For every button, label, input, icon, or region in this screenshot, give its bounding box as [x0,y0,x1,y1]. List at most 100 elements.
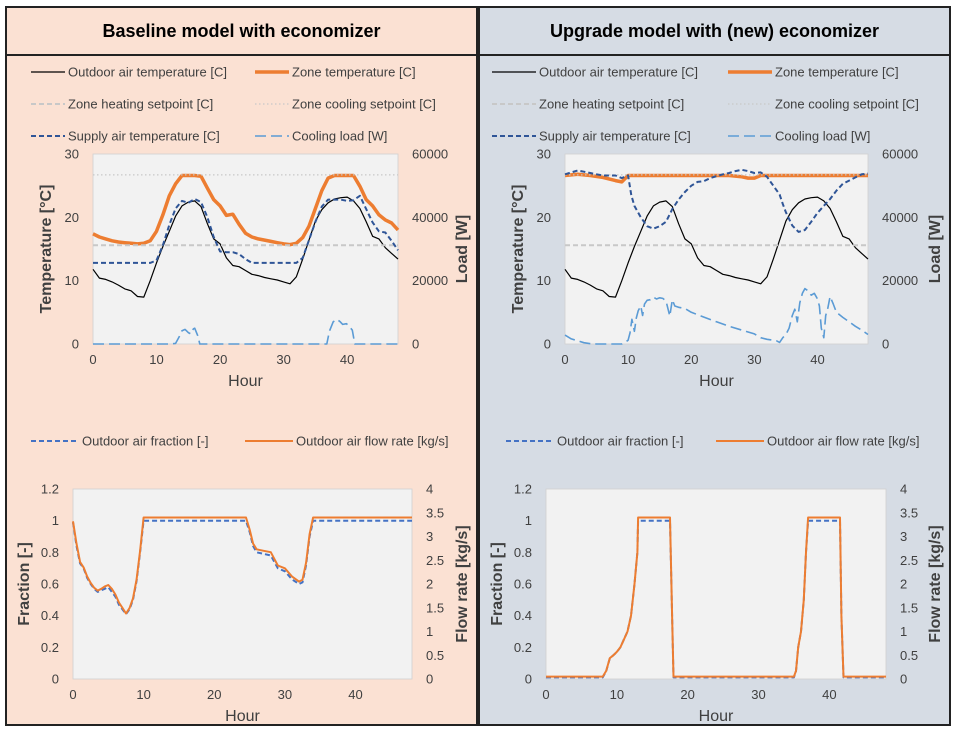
baseline-temperature-chart: Outdoor air temperature [C] Zone temperat… [31,65,471,390]
y-tick-label: 20 [65,210,79,225]
y2-tick-label: 20000 [412,273,448,288]
series-line [564,168,869,233]
x-tick-label: 20 [207,687,221,702]
y2-tick-label: 3.5 [426,505,444,520]
legend-label: Zone temperature [C] [292,65,416,80]
y-tick-label: 0.8 [514,545,532,560]
y-tick-label: 0.2 [41,640,59,655]
legend-label: Outdoor air flow rate [kg/s] [296,434,448,449]
y2-tick-label: 0 [900,672,907,687]
legend-label: Outdoor air fraction [-] [557,434,683,449]
y2-tick-label: 3 [426,529,433,544]
y-tick-label: 10 [537,273,551,288]
x-tick-label: 10 [621,352,635,367]
y2-tick-label: 4 [426,482,433,497]
y-axis-label: Temperature [°C] [38,185,55,314]
y-tick-label: 0.2 [514,640,532,655]
x-tick-label: 10 [136,687,150,702]
y-axis-label: Temperature [°C] [510,185,527,314]
y2-tick-label: 2.5 [900,553,918,568]
x-tick-label: 20 [680,687,694,702]
legend-label: Zone cooling setpoint [C] [775,97,919,112]
y-tick-label: 10 [65,273,79,288]
legend-label: Zone temperature [C] [775,65,899,80]
plot-area [92,153,399,345]
upgrade-panel: Upgrade model with (new) economizer Outd… [478,6,951,726]
legend-label: Outdoor air temperature [C] [539,65,698,80]
y2-tick-label: 2 [426,577,433,592]
panel-title: Upgrade model with (new) economizer [480,8,949,56]
upgrade-airflow-chart: Outdoor air fraction [-] Outdoor air flow… [489,434,944,726]
x-tick-label: 0 [561,352,568,367]
series-line [564,287,869,345]
y-axis-label: Fraction [-] [16,542,33,626]
legend-label: Outdoor air flow rate [kg/s] [767,434,919,449]
x-tick-label: 30 [751,687,765,702]
y2-axis-label: Flow rate [kg/s] [927,525,944,642]
y2-tick-label: 60000 [412,147,448,162]
y-tick-label: 30 [65,147,79,162]
legend-label: Cooling load [W] [292,129,387,144]
y-tick-label: 0 [52,672,59,687]
x-tick-label: 30 [747,352,761,367]
y-axis-label: Fraction [-] [489,542,506,626]
y-tick-label: 20 [537,210,551,225]
series-line [564,196,869,298]
y-tick-label: 0.6 [41,577,59,592]
y2-axis-label: Flow rate [kg/s] [454,525,471,642]
y2-tick-label: 2 [900,577,907,592]
plot-area [564,153,869,345]
x-tick-label: 20 [213,352,227,367]
x-tick-label: 40 [340,352,354,367]
y-tick-label: 0.6 [514,577,532,592]
y2-axis-label: Load [W] [927,215,944,283]
x-tick-label: 30 [276,352,290,367]
series-line [72,519,412,616]
legend-label: Outdoor air temperature [C] [68,65,227,80]
x-tick-label: 0 [89,352,96,367]
baseline-panel: Baseline model with economizer Outdoor a… [5,6,478,726]
y-tick-label: 1 [52,513,59,528]
legend-label: Cooling load [W] [775,129,870,144]
y2-tick-label: 20000 [882,273,918,288]
y-tick-label: 1 [525,513,532,528]
y2-tick-label: 1.5 [900,600,918,615]
y2-tick-label: 1 [900,624,907,639]
x-tick-label: 0 [542,687,549,702]
x-tick-label: 0 [69,687,76,702]
series-line [92,196,399,298]
x-tick-label: 10 [149,352,163,367]
y-tick-label: 1.2 [41,482,59,497]
y2-tick-label: 0.5 [426,648,444,663]
y2-tick-label: 3 [900,529,907,544]
series-line [93,318,398,345]
legend-label: Outdoor air fraction [-] [82,434,208,449]
y-tick-label: 0.4 [41,608,59,623]
y2-tick-label: 1 [426,624,433,639]
x-axis-label: Hour [228,373,263,390]
legend-label: Zone heating setpoint [C] [68,97,213,112]
y2-axis-label: Load [W] [454,215,471,283]
y2-tick-label: 1.5 [426,600,444,615]
y2-tick-label: 40000 [412,210,448,225]
panel-title: Baseline model with economizer [7,8,476,56]
x-tick-label: 40 [810,352,824,367]
upgrade-temperature-chart: Outdoor air temperature [C] Zone temperat… [492,65,944,390]
x-axis-label: Hour [699,708,734,725]
x-tick-label: 30 [278,687,292,702]
y2-tick-label: 60000 [882,147,918,162]
baseline-airflow-chart: Outdoor air fraction [-] Outdoor air flow… [16,434,471,726]
x-tick-label: 20 [684,352,698,367]
y-tick-label: 0 [544,337,551,352]
series-line [546,516,886,678]
y2-tick-label: 40000 [882,210,918,225]
y2-tick-label: 0 [426,672,433,687]
y-tick-label: 30 [537,147,551,162]
y2-tick-label: 3.5 [900,505,918,520]
legend-label: Zone cooling setpoint [C] [292,97,436,112]
series-line [564,172,868,184]
y-tick-label: 0.4 [514,608,532,623]
series-line [92,173,400,247]
legend-label: Supply air temperature [C] [539,129,691,144]
y2-tick-label: 0 [882,337,889,352]
